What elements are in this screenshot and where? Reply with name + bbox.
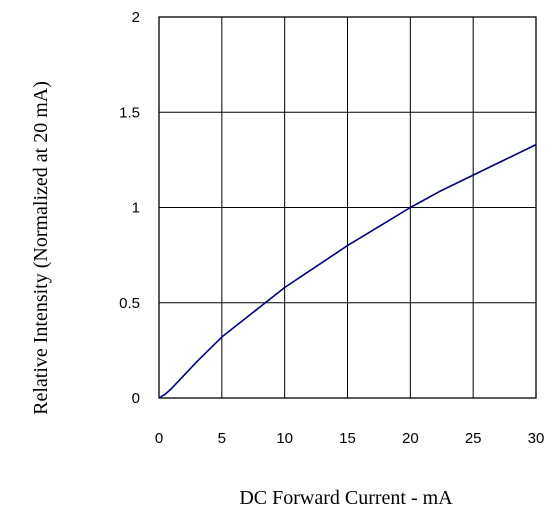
x-tick-label: 30 [528, 430, 545, 447]
x-tick-labels: 0 5 10 15 20 25 30 [155, 430, 545, 447]
y-tick-label: 0 [132, 390, 140, 407]
y-axis-title: Relative Intensity (Normalized at 20 mA) [30, 81, 52, 415]
x-tick-label: 15 [339, 430, 356, 447]
series-layer [158, 143, 537, 399]
y-tick-label: 0.5 [119, 295, 140, 312]
y-tick-label: 2 [132, 9, 140, 26]
x-tick-label: 10 [276, 430, 293, 447]
y-tick-labels: 0 0.5 1 1.5 2 [119, 9, 140, 407]
x-tick-label: 20 [402, 430, 419, 447]
y-tick-label: 1.5 [119, 104, 140, 121]
plot-frame [158, 16, 537, 399]
x-tick-label: 5 [218, 430, 226, 447]
y-tick-label: 1 [132, 200, 140, 217]
series-line [158, 143, 537, 399]
x-tick-label: 25 [465, 430, 482, 447]
x-tick-label: 0 [155, 430, 163, 447]
grid-lines [159, 17, 536, 398]
x-axis-title: DC Forward Current - mA [239, 487, 453, 509]
